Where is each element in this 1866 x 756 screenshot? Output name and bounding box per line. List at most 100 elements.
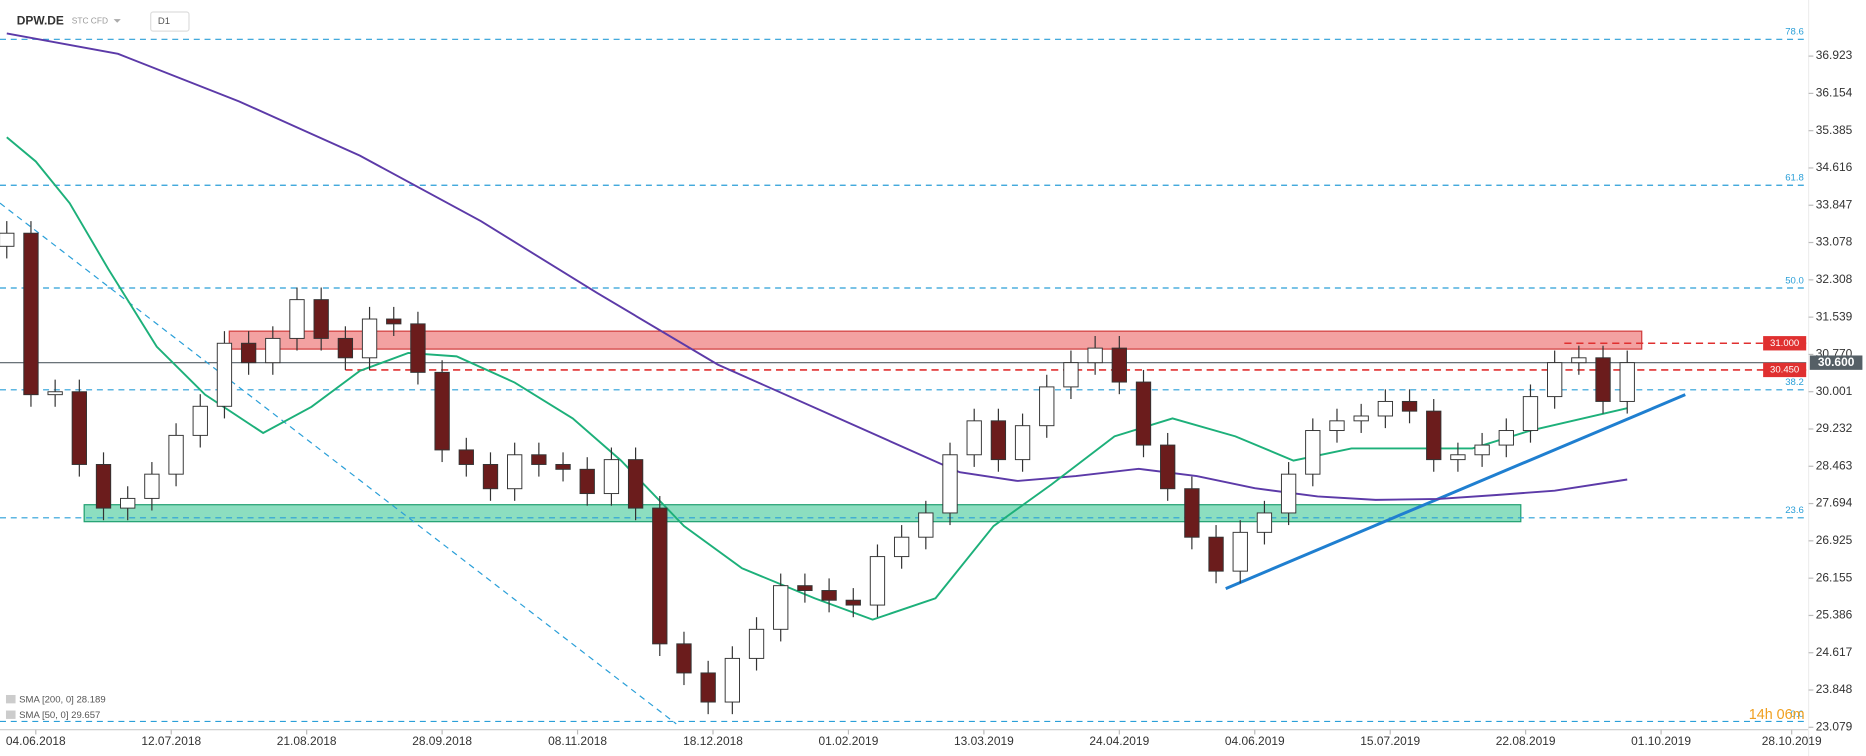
candle-body (1426, 410, 1442, 461)
candle-body (1014, 425, 1031, 461)
y-tick-label: 26.155 (1816, 570, 1853, 584)
candle-body (1498, 430, 1514, 446)
candle-body (1256, 512, 1273, 533)
candle-body (797, 585, 813, 592)
y-tick-label: 24.617 (1816, 645, 1853, 659)
zone (83, 504, 1522, 523)
candle-body (821, 590, 837, 601)
trendline (1225, 393, 1686, 590)
y-tick-label: 33.078 (1816, 235, 1853, 249)
x-tick-label: 21.08.2018 (277, 734, 337, 748)
candle-body (192, 405, 208, 436)
fib-label: 50.0 (1785, 275, 1804, 286)
candle-body (1063, 362, 1079, 388)
y-tick-label: 26.925 (1816, 533, 1853, 547)
candle-body (990, 420, 1007, 461)
candle-body (1184, 488, 1200, 538)
legend-label: SMA [50, 0] 29.657 (19, 710, 100, 721)
y-tick-label: 30.001 (1816, 384, 1853, 398)
candle-body (1280, 473, 1297, 514)
candle-body (1401, 400, 1418, 412)
x-tick-label: 13.03.2019 (954, 734, 1014, 748)
candle-body (893, 536, 910, 558)
candle-body (627, 459, 644, 509)
candle-body (1111, 347, 1127, 383)
price-label-box (1763, 336, 1807, 351)
candle-body (1305, 430, 1321, 475)
x-tick-label: 28.10.2019 (1762, 734, 1822, 748)
candle-body (724, 657, 741, 703)
candle-body (1571, 357, 1587, 364)
x-tick-label: 28.09.2018 (412, 734, 472, 748)
y-tick-label: 33.847 (1816, 197, 1853, 211)
candle-body (700, 672, 716, 703)
dropdown-arrow[interactable] (113, 19, 121, 23)
y-tick-label: 31.539 (1816, 309, 1853, 323)
trendline (0, 202, 677, 725)
candle-body (1450, 454, 1466, 461)
candle-body (652, 507, 668, 645)
timeframe[interactable]: D1 (158, 16, 170, 27)
candle-body (1522, 396, 1539, 432)
x-tick-label: 15.07.2019 (1360, 734, 1420, 748)
candle-body (1619, 362, 1635, 402)
candle-body (361, 318, 378, 359)
candle-body (966, 420, 982, 456)
x-tick-label: 01.02.2019 (819, 734, 879, 748)
candle-body (918, 512, 934, 538)
candle-body (168, 434, 184, 475)
legend-icon (5, 710, 16, 719)
sma-line (6, 32, 1628, 501)
candle-body (1135, 381, 1152, 446)
candle-body (748, 628, 765, 659)
instrument[interactable]: STC CFD (72, 16, 108, 26)
candle-body (845, 599, 861, 606)
y-tick-label: 25.386 (1816, 608, 1853, 622)
candle-body (869, 556, 886, 606)
candle-body (555, 463, 571, 470)
candle-body (507, 454, 523, 490)
candle-body (1474, 444, 1490, 456)
fib-label: 38.2 (1785, 377, 1804, 388)
price-label: 30.600 (1818, 355, 1855, 369)
x-tick-label: 04.06.2018 (6, 734, 66, 748)
candle-body (579, 468, 595, 495)
y-tick-label: 34.616 (1816, 160, 1853, 174)
candle-body (120, 497, 136, 509)
candle-body (1329, 420, 1345, 432)
y-tick-label: 36.154 (1816, 86, 1853, 100)
y-tick-label: 23.848 (1816, 682, 1853, 696)
candle-body (216, 342, 233, 407)
price-label-box (1763, 362, 1807, 378)
price-label: 31.000 (1770, 338, 1799, 349)
candle-body (942, 454, 958, 514)
candle-body (0, 232, 15, 247)
timeframe-box[interactable] (150, 11, 190, 32)
candle-body (676, 643, 692, 674)
candle-body (95, 463, 112, 509)
candle-body (531, 454, 547, 465)
y-tick-label: 35.385 (1816, 123, 1853, 137)
candle-body (773, 585, 789, 630)
fib-label: 78.6 (1785, 27, 1804, 38)
candle-body (23, 232, 39, 396)
x-tick-label: 04.06.2019 (1225, 734, 1285, 748)
candle-body (1039, 386, 1055, 427)
y-tick-label: 28.463 (1816, 458, 1853, 472)
candle-body (1160, 444, 1176, 490)
candle-body (1208, 536, 1224, 572)
price-label-box (1809, 355, 1863, 370)
candle-body (482, 463, 499, 490)
fib-label: 23.6 (1785, 505, 1804, 516)
candle-body (603, 459, 620, 495)
x-tick-label: 22.08.2019 (1496, 734, 1556, 748)
x-tick-label: 12.07.2018 (141, 734, 201, 748)
candle-body (1232, 531, 1248, 572)
y-tick-label: 29.232 (1816, 421, 1853, 435)
candle-body (1377, 400, 1394, 417)
candle-body (144, 473, 160, 499)
candle-body (1547, 362, 1563, 398)
